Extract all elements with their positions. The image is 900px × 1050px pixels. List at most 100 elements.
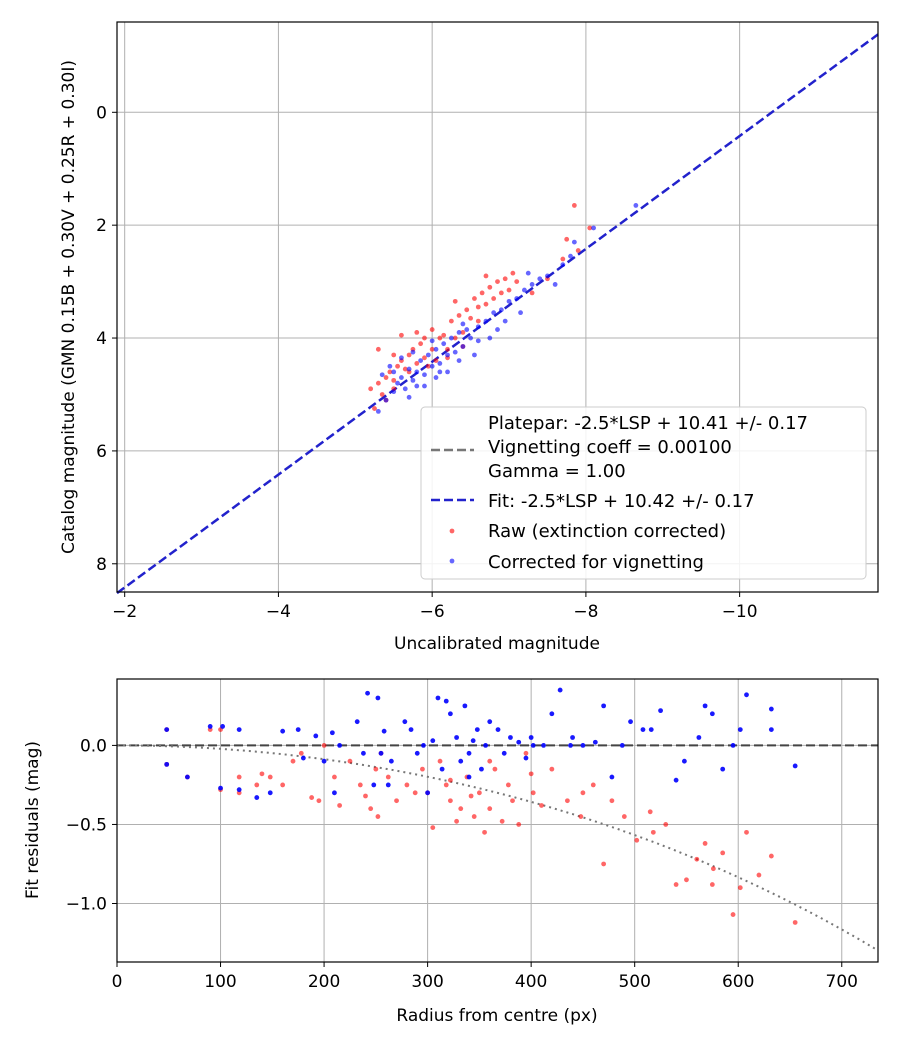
- corrected-point: [498, 307, 504, 313]
- raw-point: [375, 346, 381, 352]
- corrected-residual-point: [337, 743, 343, 748]
- raw-residual-point: [337, 803, 343, 808]
- corrected-point: [433, 346, 439, 352]
- raw-residual-point: [404, 782, 410, 788]
- corrected-point: [441, 341, 447, 347]
- corrected-residual-point: [280, 728, 286, 734]
- raw-point: [483, 273, 489, 279]
- raw-point: [487, 284, 493, 290]
- corrected-residual-point: [378, 750, 384, 756]
- legend-box: [420, 406, 867, 580]
- corrected-residual-point: [408, 727, 414, 732]
- raw-point: [475, 304, 481, 310]
- raw-residual-points: [164, 727, 798, 925]
- corrected-residual-point: [696, 735, 702, 740]
- raw-residual-point: [737, 885, 743, 891]
- top-y-tick-label: 0: [96, 103, 107, 123]
- corrected-residual-point: [236, 727, 242, 732]
- corrected-point: [379, 372, 385, 378]
- corrected-residual-point: [523, 755, 529, 761]
- bottom-y-tick-label: 0.0: [80, 736, 107, 756]
- corrected-residual-point: [479, 766, 484, 772]
- corrected-point: [545, 273, 550, 279]
- corrected-point: [410, 349, 416, 355]
- corrected-residual-point: [673, 777, 679, 783]
- corrected-residual-point: [570, 735, 575, 740]
- raw-residual-point: [476, 790, 482, 796]
- corrected-residual-point: [329, 730, 335, 736]
- corrected-point: [448, 335, 454, 341]
- raw-residual-point: [744, 829, 749, 835]
- legend-raw: Raw (extinction corrected): [488, 521, 726, 542]
- raw-point: [391, 377, 397, 383]
- corrected-point: [464, 327, 470, 332]
- legend-raw-marker: [449, 528, 455, 534]
- bottom-y-label: Fit residuals (mag): [23, 741, 43, 899]
- corrected-point: [456, 358, 462, 364]
- corrected-point: [475, 324, 481, 330]
- legend-corrected: Corrected for vignetting: [488, 552, 704, 573]
- legend-corrected-marker: [449, 558, 455, 564]
- legend: Platepar: -2.5*LSP + 10.41 +/- 0.17 Vign…: [420, 406, 867, 580]
- raw-residual-point: [710, 866, 716, 872]
- corrected-point: [483, 318, 489, 324]
- corrected-point: [456, 329, 462, 335]
- corrected-residual-point: [681, 758, 687, 764]
- raw-residual-point: [332, 774, 337, 780]
- raw-point: [422, 335, 427, 341]
- corrected-residual-point: [185, 774, 190, 780]
- raw-residual-point: [487, 806, 493, 812]
- bottom-x-tick-label: 500: [618, 972, 650, 992]
- corrected-point: [472, 352, 477, 358]
- corrected-point: [529, 282, 535, 287]
- top-x-ticks: −2 −4 −6 −8 −10: [112, 592, 758, 622]
- raw-residual-point: [394, 798, 399, 804]
- corrected-residual-point: [702, 703, 708, 709]
- raw-residual-point: [437, 758, 443, 764]
- raw-residual-point: [298, 750, 304, 756]
- raw-residual-point: [236, 774, 242, 780]
- corrected-point: [387, 363, 393, 369]
- corrected-point: [452, 349, 458, 355]
- corrected-point: [429, 338, 435, 344]
- corrected-residual-point: [254, 795, 260, 800]
- corrected-residual-point: [483, 743, 488, 748]
- top-y-tick-label: 8: [96, 555, 107, 575]
- corrected-residual-point: [371, 782, 377, 788]
- corrected-residual-point: [549, 711, 555, 717]
- raw-residual-point: [458, 806, 464, 812]
- raw-residual-point: [634, 837, 640, 843]
- raw-residual-point: [357, 782, 363, 788]
- bottom-y-tick-label: −1.0: [66, 895, 107, 915]
- corrected-point: [633, 203, 639, 208]
- corrected-residual-point: [313, 733, 319, 739]
- fit-line-layer: [116, 33, 879, 595]
- raw-residual-point: [375, 814, 381, 819]
- raw-point: [379, 392, 385, 397]
- raw-point: [506, 287, 512, 293]
- corrected-residual-point: [236, 787, 242, 793]
- raw-residual-point: [549, 766, 555, 772]
- raw-point: [468, 315, 473, 321]
- bottom-x-tick-label: 300: [411, 972, 443, 992]
- raw-point: [479, 290, 485, 296]
- corrected-point: [460, 321, 466, 327]
- corrected-point: [399, 375, 404, 380]
- corrected-residual-point: [640, 727, 646, 732]
- corrected-residual-point: [495, 727, 501, 732]
- raw-point: [564, 236, 570, 242]
- corrected-point: [495, 327, 500, 332]
- bottom-x-tick-label: 600: [722, 972, 754, 992]
- raw-residual-point: [768, 853, 774, 859]
- corrected-point: [502, 318, 508, 324]
- corrected-residual-point: [435, 695, 441, 701]
- raw-residual-point: [420, 766, 425, 772]
- corrected-residual-point: [568, 743, 573, 748]
- corrected-residual-point: [220, 724, 226, 729]
- corrected-point: [375, 409, 381, 414]
- corrected-residual-point: [658, 708, 663, 714]
- corrected-point: [433, 375, 439, 380]
- corrected-residual-point: [466, 750, 472, 756]
- top-x-label: Uncalibrated magnitude: [394, 634, 600, 654]
- raw-point: [418, 341, 424, 347]
